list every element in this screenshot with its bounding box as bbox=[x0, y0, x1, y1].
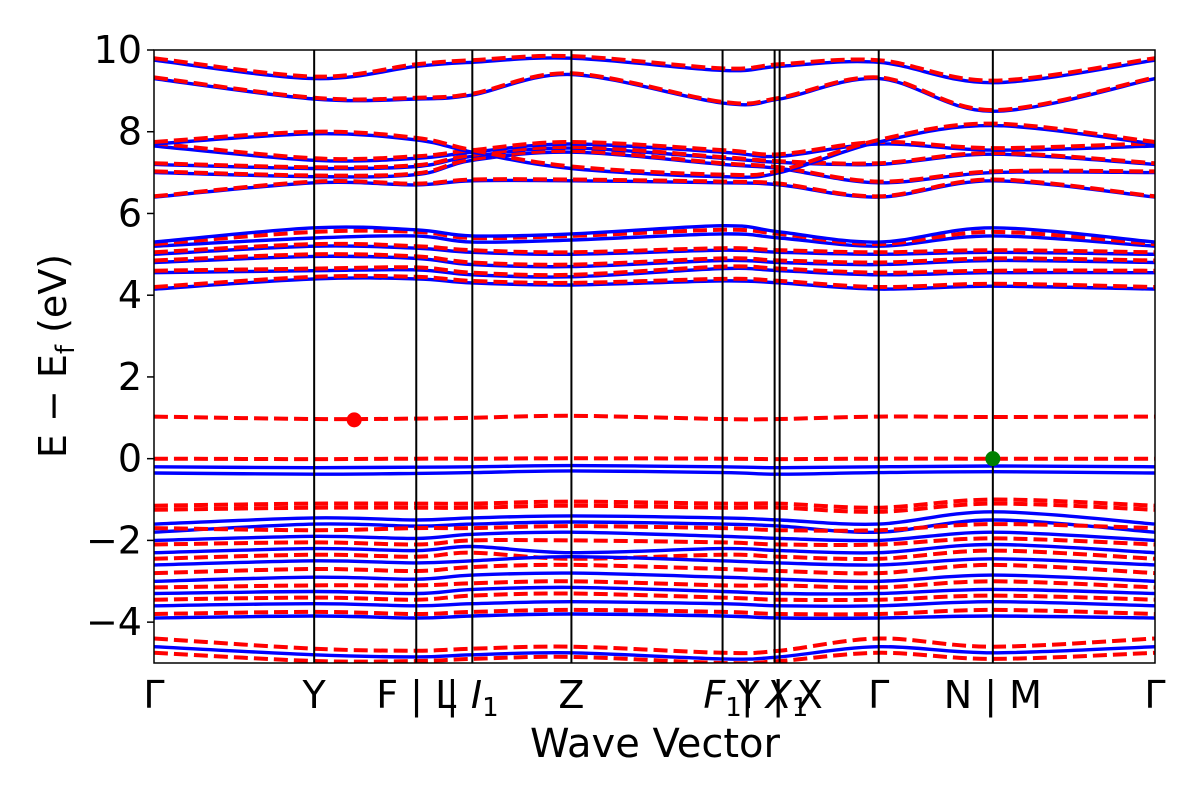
y-tick-label-1: −2 bbox=[86, 518, 142, 562]
band-spin-up-4 bbox=[154, 276, 1155, 291]
x-axis-label: Wave Vector bbox=[530, 721, 781, 767]
band-spin-down-45 bbox=[154, 607, 1155, 617]
kpoint-label-5: F1 bbox=[703, 673, 741, 723]
band-spin-up-12 bbox=[154, 232, 1155, 248]
band-spin-down-41 bbox=[154, 579, 1155, 590]
band-spin-up-29 bbox=[154, 510, 1155, 527]
y-axis-label: E − Ef (eV) bbox=[31, 254, 81, 458]
band-spin-down-39 bbox=[154, 562, 1155, 576]
band-spin-down-11 bbox=[154, 241, 1155, 255]
extrema-markers bbox=[346, 412, 1001, 467]
kpoint-label-7: Y | X bbox=[736, 673, 823, 718]
y-axis-label-sub: f bbox=[51, 344, 81, 354]
y-tick-label-3: 2 bbox=[118, 355, 142, 399]
plot-frame bbox=[153, 49, 1156, 664]
band-spin-down-18 bbox=[154, 148, 1155, 184]
kpoint-label-2: F | L bbox=[376, 673, 456, 718]
band-spin-down-3 bbox=[154, 413, 1155, 422]
x-axis-ticks: Γ Y F | L| I1 Z F1 | X1Y | X Γ N | M Γ bbox=[143, 673, 1165, 723]
band-spin-down-16 bbox=[154, 177, 1155, 199]
y-tick-label-2: 0 bbox=[118, 437, 142, 481]
kpoint-label-10: Γ bbox=[1144, 673, 1165, 717]
marker-cbm bbox=[346, 412, 362, 428]
band-spin-down-20 bbox=[154, 144, 1155, 170]
kpoint-label-4: Z bbox=[558, 673, 584, 717]
band-spin-down-30 bbox=[154, 497, 1155, 510]
band-spin-up-32 bbox=[154, 518, 1155, 535]
y-axis-ticks: −4 −2 0 2 4 6 8 10 bbox=[86, 28, 154, 644]
y-tick-label-6: 8 bbox=[118, 110, 142, 154]
band-spin-up-0 bbox=[154, 469, 1155, 476]
y-tick-label-4: 4 bbox=[118, 273, 142, 317]
band-spin-down-2 bbox=[154, 456, 1155, 462]
band-spin-down-43 bbox=[154, 591, 1155, 603]
band-lines bbox=[154, 53, 1155, 663]
band-spin-down-24 bbox=[154, 121, 1155, 178]
band-spin-down-37 bbox=[154, 548, 1155, 562]
band-spin-down-28 bbox=[154, 53, 1155, 83]
kpoint-label-3: | I1 bbox=[446, 673, 499, 723]
band-spin-down-22 bbox=[154, 139, 1155, 162]
kpoint-label-8: Γ bbox=[868, 673, 889, 717]
band-spin-up-46 bbox=[154, 612, 1155, 620]
band-spin-down-49 bbox=[154, 650, 1155, 663]
y-tick-label-7: 10 bbox=[94, 28, 142, 72]
band-spin-down-35 bbox=[154, 536, 1155, 548]
band-spin-up-38 bbox=[154, 554, 1155, 567]
band-spin-down-7 bbox=[154, 264, 1155, 278]
kpoint-label-6: | X1 bbox=[741, 673, 808, 723]
band-spin-down-47 bbox=[154, 636, 1155, 656]
band-spin-down-9 bbox=[154, 252, 1155, 267]
band-spin-up-8 bbox=[154, 254, 1155, 269]
band-spin-down-33 bbox=[154, 522, 1155, 533]
kpoint-label-0: Γ bbox=[143, 673, 164, 717]
band-spin-down-31 bbox=[154, 501, 1155, 514]
high-symmetry-lines bbox=[313, 50, 994, 663]
band-spin-up-1 bbox=[154, 463, 1155, 470]
kpoint-label-1: Y bbox=[302, 673, 327, 717]
band-spin-down-13 bbox=[154, 227, 1155, 247]
y-axis-label-main: E − E bbox=[31, 354, 75, 458]
band-spin-up-14 bbox=[154, 223, 1155, 244]
band-spin-up-44 bbox=[154, 599, 1155, 608]
band-spin-up-10 bbox=[154, 244, 1155, 257]
band-spin-up-23 bbox=[154, 123, 1155, 179]
band-spin-up-36 bbox=[154, 542, 1155, 555]
band-spin-up-48 bbox=[154, 644, 1155, 661]
band-spin-down-26 bbox=[154, 71, 1155, 113]
y-tick-label-5: 6 bbox=[118, 191, 142, 235]
band-spin-down-5 bbox=[154, 273, 1155, 290]
band-spin-up-34 bbox=[154, 530, 1155, 543]
kpoint-label-9: N | M bbox=[944, 673, 1042, 718]
y-tick-label-0: −4 bbox=[86, 600, 142, 644]
band-spin-up-42 bbox=[154, 585, 1155, 596]
marker-vbm bbox=[985, 451, 1001, 467]
y-axis-label-unit: (eV) bbox=[31, 254, 75, 345]
band-spin-up-6 bbox=[154, 266, 1155, 279]
band-spin-up-25 bbox=[154, 72, 1155, 114]
band-spin-up-40 bbox=[154, 571, 1155, 584]
